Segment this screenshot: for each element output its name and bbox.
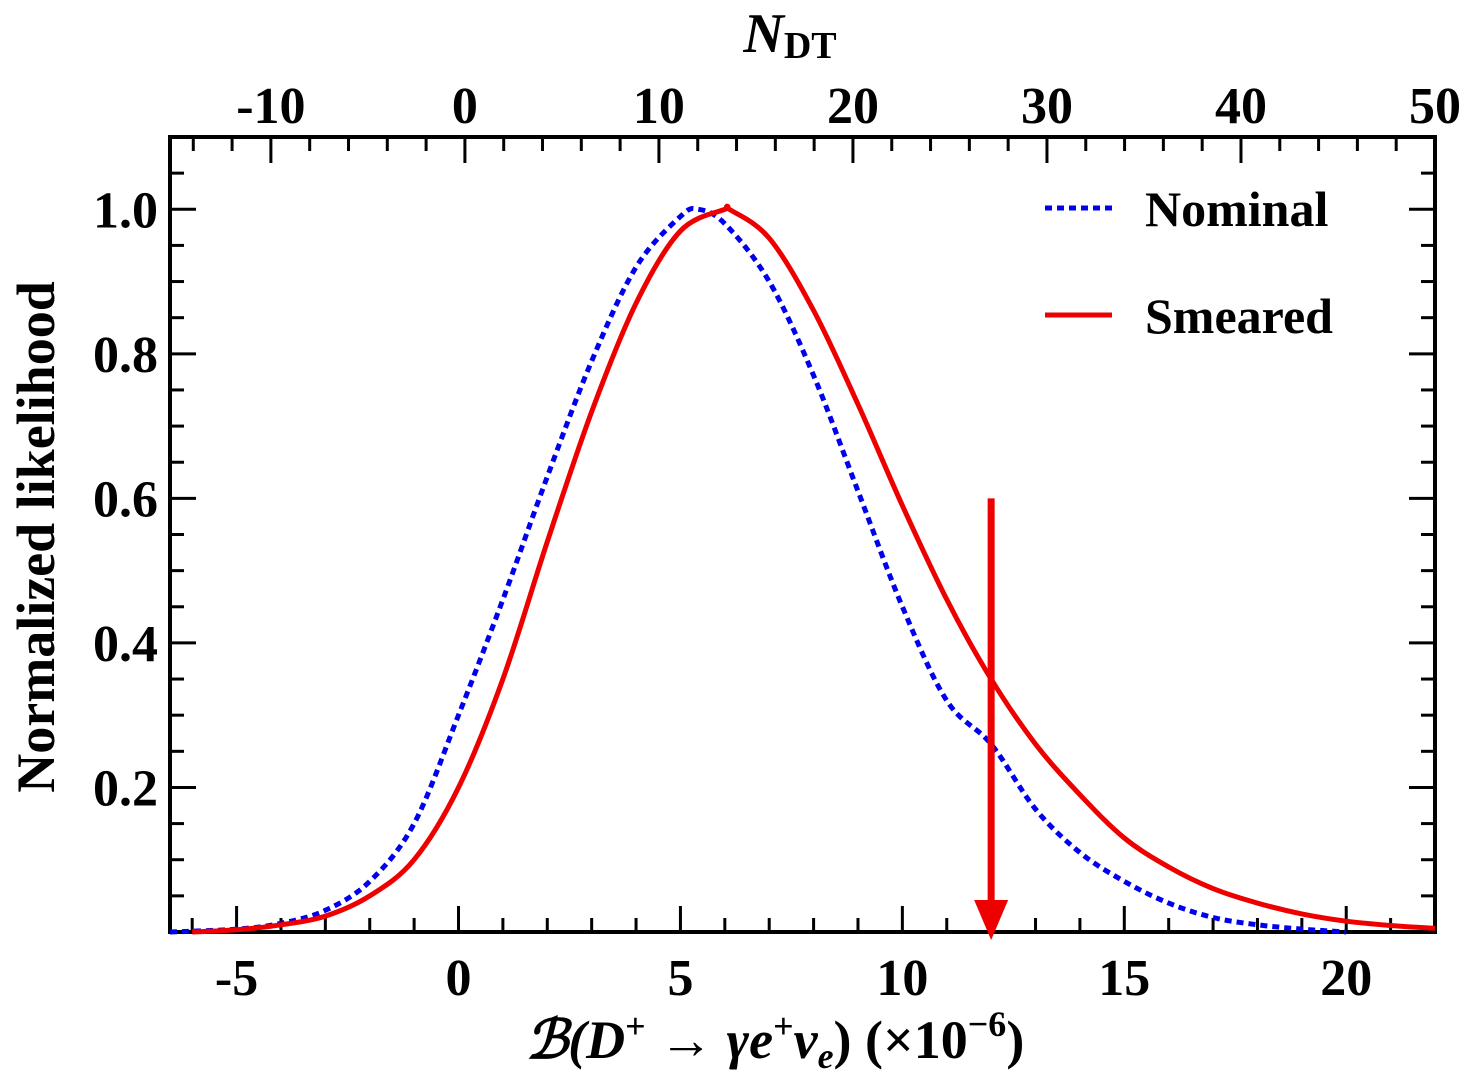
top-axis-label: NDT	[742, 3, 836, 67]
upper-limit-arrow-head	[974, 900, 1009, 940]
top-tick-label: 40	[1215, 78, 1267, 135]
plot-layer: -5 0 5 10 15 20 -10 0 10 20 30 40 50 0.2 0.4 0.6 0.8 1.0 N…	[93, 78, 1461, 1007]
x-tick-label: 20	[1320, 950, 1372, 1007]
top-tick-label: -10	[236, 78, 305, 135]
y-tick-label: 1.0	[93, 182, 158, 239]
y-tick-label: 0.8	[93, 327, 158, 384]
top-tick-label: 50	[1409, 78, 1461, 135]
top-tick-label: 10	[633, 78, 685, 135]
x-tick-label: 5	[667, 950, 693, 1007]
plot-frame	[168, 135, 1437, 934]
y-tick-label: 0.2	[93, 760, 158, 817]
top-tick-label: 20	[827, 78, 879, 135]
top-tick-label: 30	[1021, 78, 1073, 135]
y-axis-label: Normalized likelihood	[6, 281, 66, 793]
x-tick-label: -5	[215, 950, 258, 1007]
legend-label-nominal: Nominal	[1145, 181, 1328, 237]
x-tick-label: 0	[446, 950, 472, 1007]
x-tick-label: 10	[876, 950, 928, 1007]
series-line-smeared	[192, 203, 1436, 935]
x-axis-label: ℬ(D+ → γe+νe) (×10−6)	[526, 1004, 1025, 1076]
legend-label-smeared: Smeared	[1145, 288, 1333, 344]
y-tick-label: 0.4	[93, 616, 158, 673]
x-tick-label: 15	[1098, 950, 1150, 1007]
top-tick-label: 0	[452, 78, 478, 135]
y-tick-label: 0.6	[93, 471, 158, 528]
